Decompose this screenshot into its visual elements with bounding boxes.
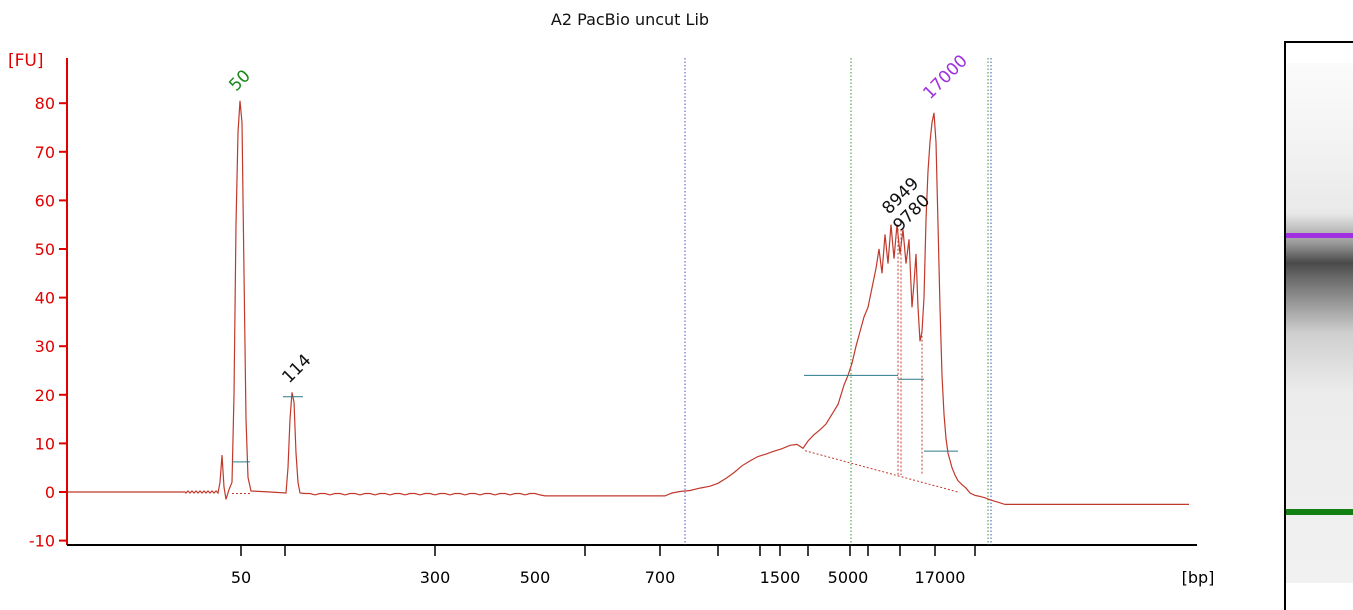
region-lines: [684, 58, 992, 545]
axes: [FU] -10 0 10 20 30 40 50 60 70 80 50 300 500 700 1500 5…: [8, 51, 1214, 587]
y-axis-label: [FU]: [8, 51, 44, 71]
trace-line: [68, 100, 1189, 505]
x-tick-label: 500: [520, 568, 551, 587]
y-tick-label: 70: [35, 143, 55, 162]
y-tick-label: 40: [35, 289, 55, 308]
y-tick-label: 20: [35, 386, 55, 405]
x-tick-label: 50: [231, 568, 251, 587]
x-tick-label: 1500: [760, 568, 801, 587]
x-tick-label: 5000: [828, 568, 869, 587]
y-tick-label: 30: [35, 337, 55, 356]
gel-lane: [1286, 63, 1353, 583]
electropherogram: [FU] -10 0 10 20 30 40 50 60 70 80 50 300 500 700 1500 5…: [8, 51, 1214, 587]
x-axis-label: [bp]: [1182, 568, 1215, 587]
smear-baseline: [804, 450, 959, 493]
chart-title: A2 PacBio uncut Lib: [550, 10, 710, 29]
trace-layer: [68, 100, 1189, 505]
y-tick-label: -10: [29, 532, 55, 551]
x-tick-label: 17000: [915, 568, 966, 587]
y-tick-label: 10: [35, 434, 55, 453]
peak-label: 114: [278, 350, 315, 387]
gel-band-lower-marker: [1286, 509, 1353, 515]
peak-label: 50: [225, 66, 254, 95]
peak-label: 17000: [919, 51, 971, 103]
gel-image: [1284, 41, 1353, 610]
x-tick-label: 300: [420, 568, 451, 587]
gel-band-upper-marker: [1286, 233, 1353, 238]
y-tick-label: 50: [35, 240, 55, 259]
y-tick-label: 80: [35, 94, 55, 113]
y-tick-label: 60: [35, 191, 55, 210]
x-tick-label: 700: [645, 568, 676, 587]
y-tick-label: 0: [45, 483, 55, 502]
